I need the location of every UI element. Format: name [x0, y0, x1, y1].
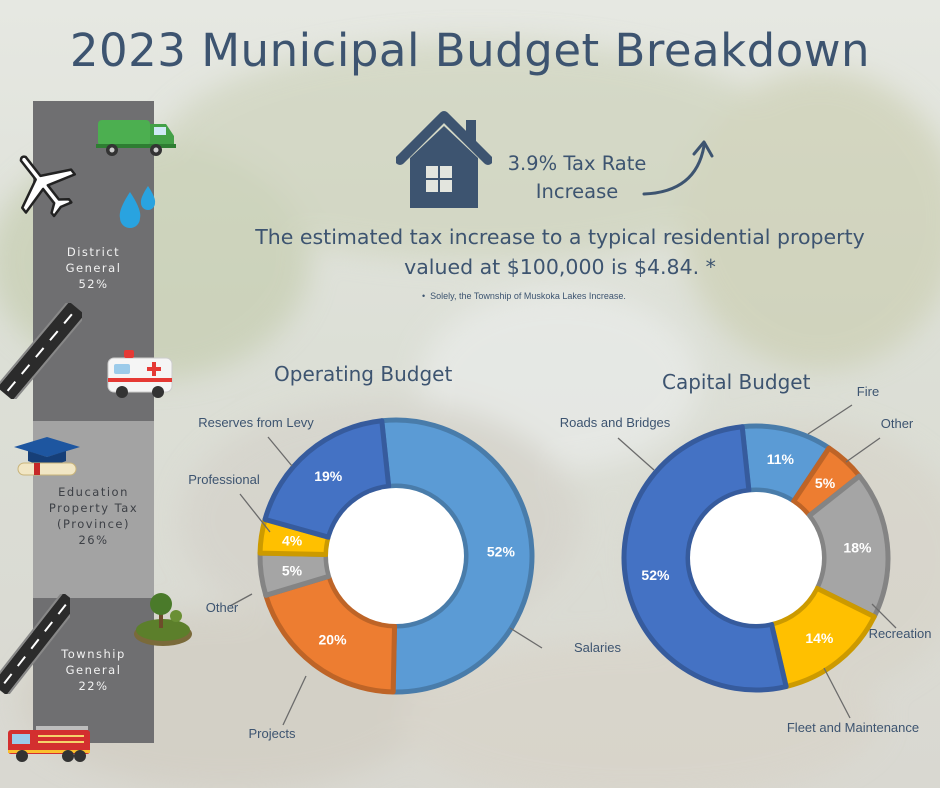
slice-roads-and-bridges [621, 424, 789, 693]
slice-value-label: 5% [282, 562, 303, 578]
slice-value-label: 11% [767, 451, 795, 467]
category-label-other: Other [881, 416, 914, 431]
fire-truck-icon [8, 726, 90, 762]
category-label-salaries: Salaries [574, 640, 621, 655]
leader-line [823, 667, 851, 719]
bar-percent: 22% [78, 679, 109, 693]
bar-name: Township General [61, 647, 126, 677]
capital-budget-donut: 11% Fire 5% Other 18% Recreation 14% Fleet and … [560, 384, 932, 735]
tax-estimate-text: The estimated tax increase to a typical … [255, 225, 865, 279]
category-label-recreation: Recreation [869, 626, 932, 641]
park-tree-icon [134, 593, 192, 646]
tax-rate-line1: 3.9% Tax Rate [507, 152, 647, 175]
category-label-reserves-from-levy: Reserves from Levy [198, 415, 314, 430]
footnote-text: Solely, the Township of Muskoka Lakes In… [430, 291, 626, 301]
category-label-roads-and-bridges: Roads and Bridges [560, 415, 671, 430]
leader-line [509, 627, 543, 649]
slice-reserves-from-levy [262, 418, 392, 540]
footnote: • Solely, the Township of Muskoka Lakes … [422, 291, 626, 301]
donut-hole [328, 488, 464, 624]
leader-line [807, 404, 853, 435]
bar-percent: 52% [78, 277, 109, 291]
slice-value-label: 19% [314, 468, 343, 484]
capital-budget-title: Capital Budget [662, 370, 811, 394]
category-label-other: Other [206, 600, 239, 615]
donut-hole [690, 492, 822, 624]
arrow-up-icon [642, 140, 714, 196]
slice-value-label: 20% [319, 632, 348, 648]
slice-value-label: 5% [815, 475, 836, 491]
bar-label-education-property-tax: Education Property Tax (Province) 26% [33, 484, 154, 548]
leader-line [845, 437, 881, 463]
category-label-fleet-and-maintenance: Fleet and Maintenance [787, 720, 919, 735]
bar-name: District General [65, 245, 122, 275]
slice-value-label: 4% [282, 533, 303, 549]
bar-label-district-general: District General 52% [33, 244, 154, 292]
bar-name: Education Property Tax (Province) [48, 485, 139, 531]
road-icon [0, 303, 82, 399]
leader-line [617, 437, 655, 471]
category-label-projects: Projects [249, 726, 296, 741]
slice-value-label: 52% [487, 544, 516, 560]
category-label-professional: Professional [188, 472, 260, 487]
airplane-icon [19, 155, 77, 218]
graduation-diploma-icon [14, 437, 80, 476]
bullet-icon: • [422, 291, 431, 301]
water-drops-icon [119, 186, 156, 228]
leader-line [282, 675, 307, 726]
slice-value-label: 14% [805, 630, 834, 646]
page-title: 2023 Municipal Budget Breakdown [69, 24, 871, 77]
leader-line [871, 603, 897, 629]
bar-label-township-general: Township General 22% [33, 646, 154, 694]
tax-rate-line2: Increase [535, 180, 619, 203]
leader-line [267, 436, 293, 467]
leader-line [239, 493, 271, 533]
tax-rate-increase: 3.9% Tax Rate Increase [492, 150, 662, 206]
garbage-truck-icon [96, 120, 176, 156]
slice-projects [263, 573, 398, 695]
slice-value-label: 52% [641, 567, 670, 583]
category-label-fire: Fire [857, 384, 879, 399]
bar-percent: 26% [78, 533, 109, 547]
slice-value-label: 18% [843, 539, 872, 555]
ambulance-icon [107, 350, 173, 398]
leader-line [229, 593, 253, 607]
house-icon [396, 111, 492, 208]
operating-budget-title: Operating Budget [274, 362, 453, 386]
slice-salaries [379, 417, 535, 695]
operating-budget-donut: 52% Salaries 20% Projects 5% Other 4% Professio… [188, 415, 621, 741]
road-icon [0, 594, 70, 694]
